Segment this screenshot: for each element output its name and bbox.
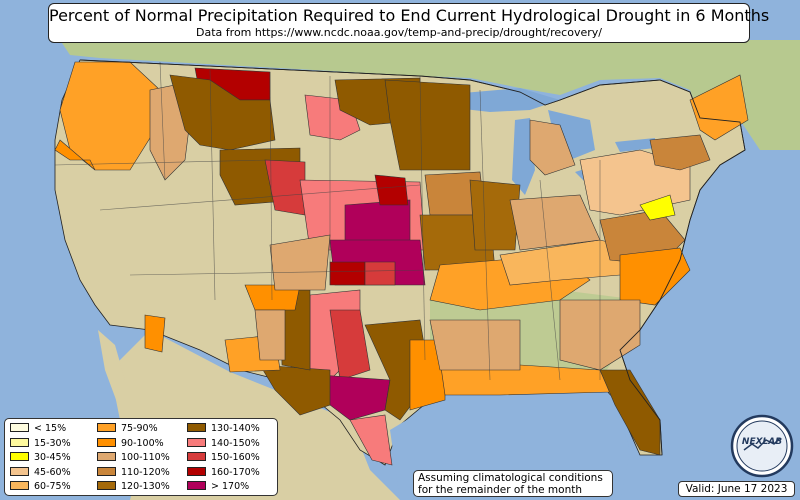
note-line-1: Assuming climatological conditions <box>418 472 603 484</box>
legend-item: 140-150% <box>187 437 260 449</box>
region-ca-s <box>144 314 166 353</box>
legend-label: 150-160% <box>211 452 260 463</box>
legend-label: 100-110% <box>121 452 170 463</box>
legend-swatch <box>187 437 206 447</box>
legend-item: 90-100% <box>97 437 164 449</box>
nexlab-logo: NEXLAB <box>730 414 794 478</box>
canada-land <box>60 40 800 150</box>
region-nc <box>619 247 691 306</box>
map-subtitle: Data from https://www.ncdc.noaa.gov/temp… <box>196 26 602 39</box>
legend-swatch <box>10 437 29 447</box>
legend-label: 75-90% <box>121 423 158 434</box>
legend-label: 160-170% <box>211 466 260 478</box>
region-mich <box>529 119 576 176</box>
legend-item: 75-90% <box>97 423 158 434</box>
region-utah-co <box>269 234 331 291</box>
legend-label: 15-30% <box>34 437 71 449</box>
legend-label: 120-130% <box>121 481 170 492</box>
legend-swatch <box>187 481 206 490</box>
legend-swatch <box>10 466 29 476</box>
region-la-ms <box>429 319 521 371</box>
legend-label: > 170% <box>211 481 250 492</box>
region-texas-east <box>409 339 446 411</box>
legend-label: < 15% <box>34 423 67 434</box>
region-ok-red2 <box>364 261 396 286</box>
region-mn-iowa <box>384 79 471 171</box>
legend-swatch <box>10 423 29 432</box>
title-box: Percent of Normal Precipitation Required… <box>48 3 770 43</box>
legend-swatch <box>10 452 29 461</box>
state-lines <box>54 61 601 381</box>
legend-label: 140-150% <box>211 437 260 449</box>
legend-item: 30-45% <box>10 452 71 463</box>
legend-item: 160-170% <box>187 466 260 478</box>
legend-item: 120-130% <box>97 481 170 492</box>
lake-huron <box>548 110 595 160</box>
region-illinois <box>469 179 521 251</box>
lake-ontario <box>615 138 655 152</box>
region-nm-w <box>254 309 286 361</box>
legend-item: > 170% <box>187 481 249 492</box>
legend-item: 45-60% <box>10 466 71 478</box>
region-ok-red <box>329 261 366 286</box>
legend-swatch <box>187 423 206 432</box>
valid-date: Valid: June 17 2023 <box>678 481 795 497</box>
legend-item: < 15% <box>10 423 66 434</box>
region-florida <box>599 369 661 456</box>
logo-text: NEXLAB <box>742 437 782 447</box>
legend-swatch <box>10 481 29 490</box>
legend-label: 90-100% <box>121 437 164 449</box>
region-texas-west <box>259 364 331 416</box>
legend-swatch <box>97 452 116 461</box>
legend-label: 45-60% <box>34 466 71 478</box>
region-md-de <box>639 194 676 221</box>
legend-label: 130-140% <box>211 423 260 434</box>
legend-swatch <box>97 423 116 432</box>
legend-item: 110-120% <box>97 466 170 478</box>
legend-label: 30-45% <box>34 452 71 463</box>
assumption-note: Assuming climatological conditions for t… <box>413 470 613 497</box>
logo-line <box>743 437 781 451</box>
legend-label: 60-75% <box>34 481 71 492</box>
legend: < 15% 15-30% 30-45% 45-60% 60-75% 75-90% 90-10… <box>4 418 278 496</box>
legend-swatch <box>187 452 206 461</box>
region-texas-south <box>349 414 393 466</box>
legend-swatch <box>187 466 206 476</box>
region-ny <box>649 134 711 171</box>
legend-item: 60-75% <box>10 481 71 492</box>
region-nebraska-e <box>374 174 409 206</box>
legend-item: 130-140% <box>187 423 260 434</box>
legend-item: 150-160% <box>187 452 260 463</box>
legend-swatch <box>97 481 116 490</box>
legend-swatch <box>97 466 116 476</box>
coastline <box>79 59 746 456</box>
region-new-england <box>689 74 749 141</box>
logo-inner <box>736 420 788 472</box>
legend-item: 100-110% <box>97 452 170 463</box>
map-title: Percent of Normal Precipitation Required… <box>49 6 770 25</box>
region-montana <box>169 74 276 151</box>
baja-land <box>98 330 150 445</box>
drought-regions <box>54 61 749 466</box>
legend-label: 110-120% <box>121 466 170 478</box>
region-oregon-west <box>54 139 96 171</box>
region-texas-red <box>329 309 371 381</box>
region-pacific-nw <box>59 61 161 171</box>
legend-swatch <box>97 437 116 447</box>
legend-item: 15-30% <box>10 437 71 449</box>
lake-michigan <box>512 118 535 195</box>
note-line-2: for the remainder of the month <box>418 484 583 496</box>
